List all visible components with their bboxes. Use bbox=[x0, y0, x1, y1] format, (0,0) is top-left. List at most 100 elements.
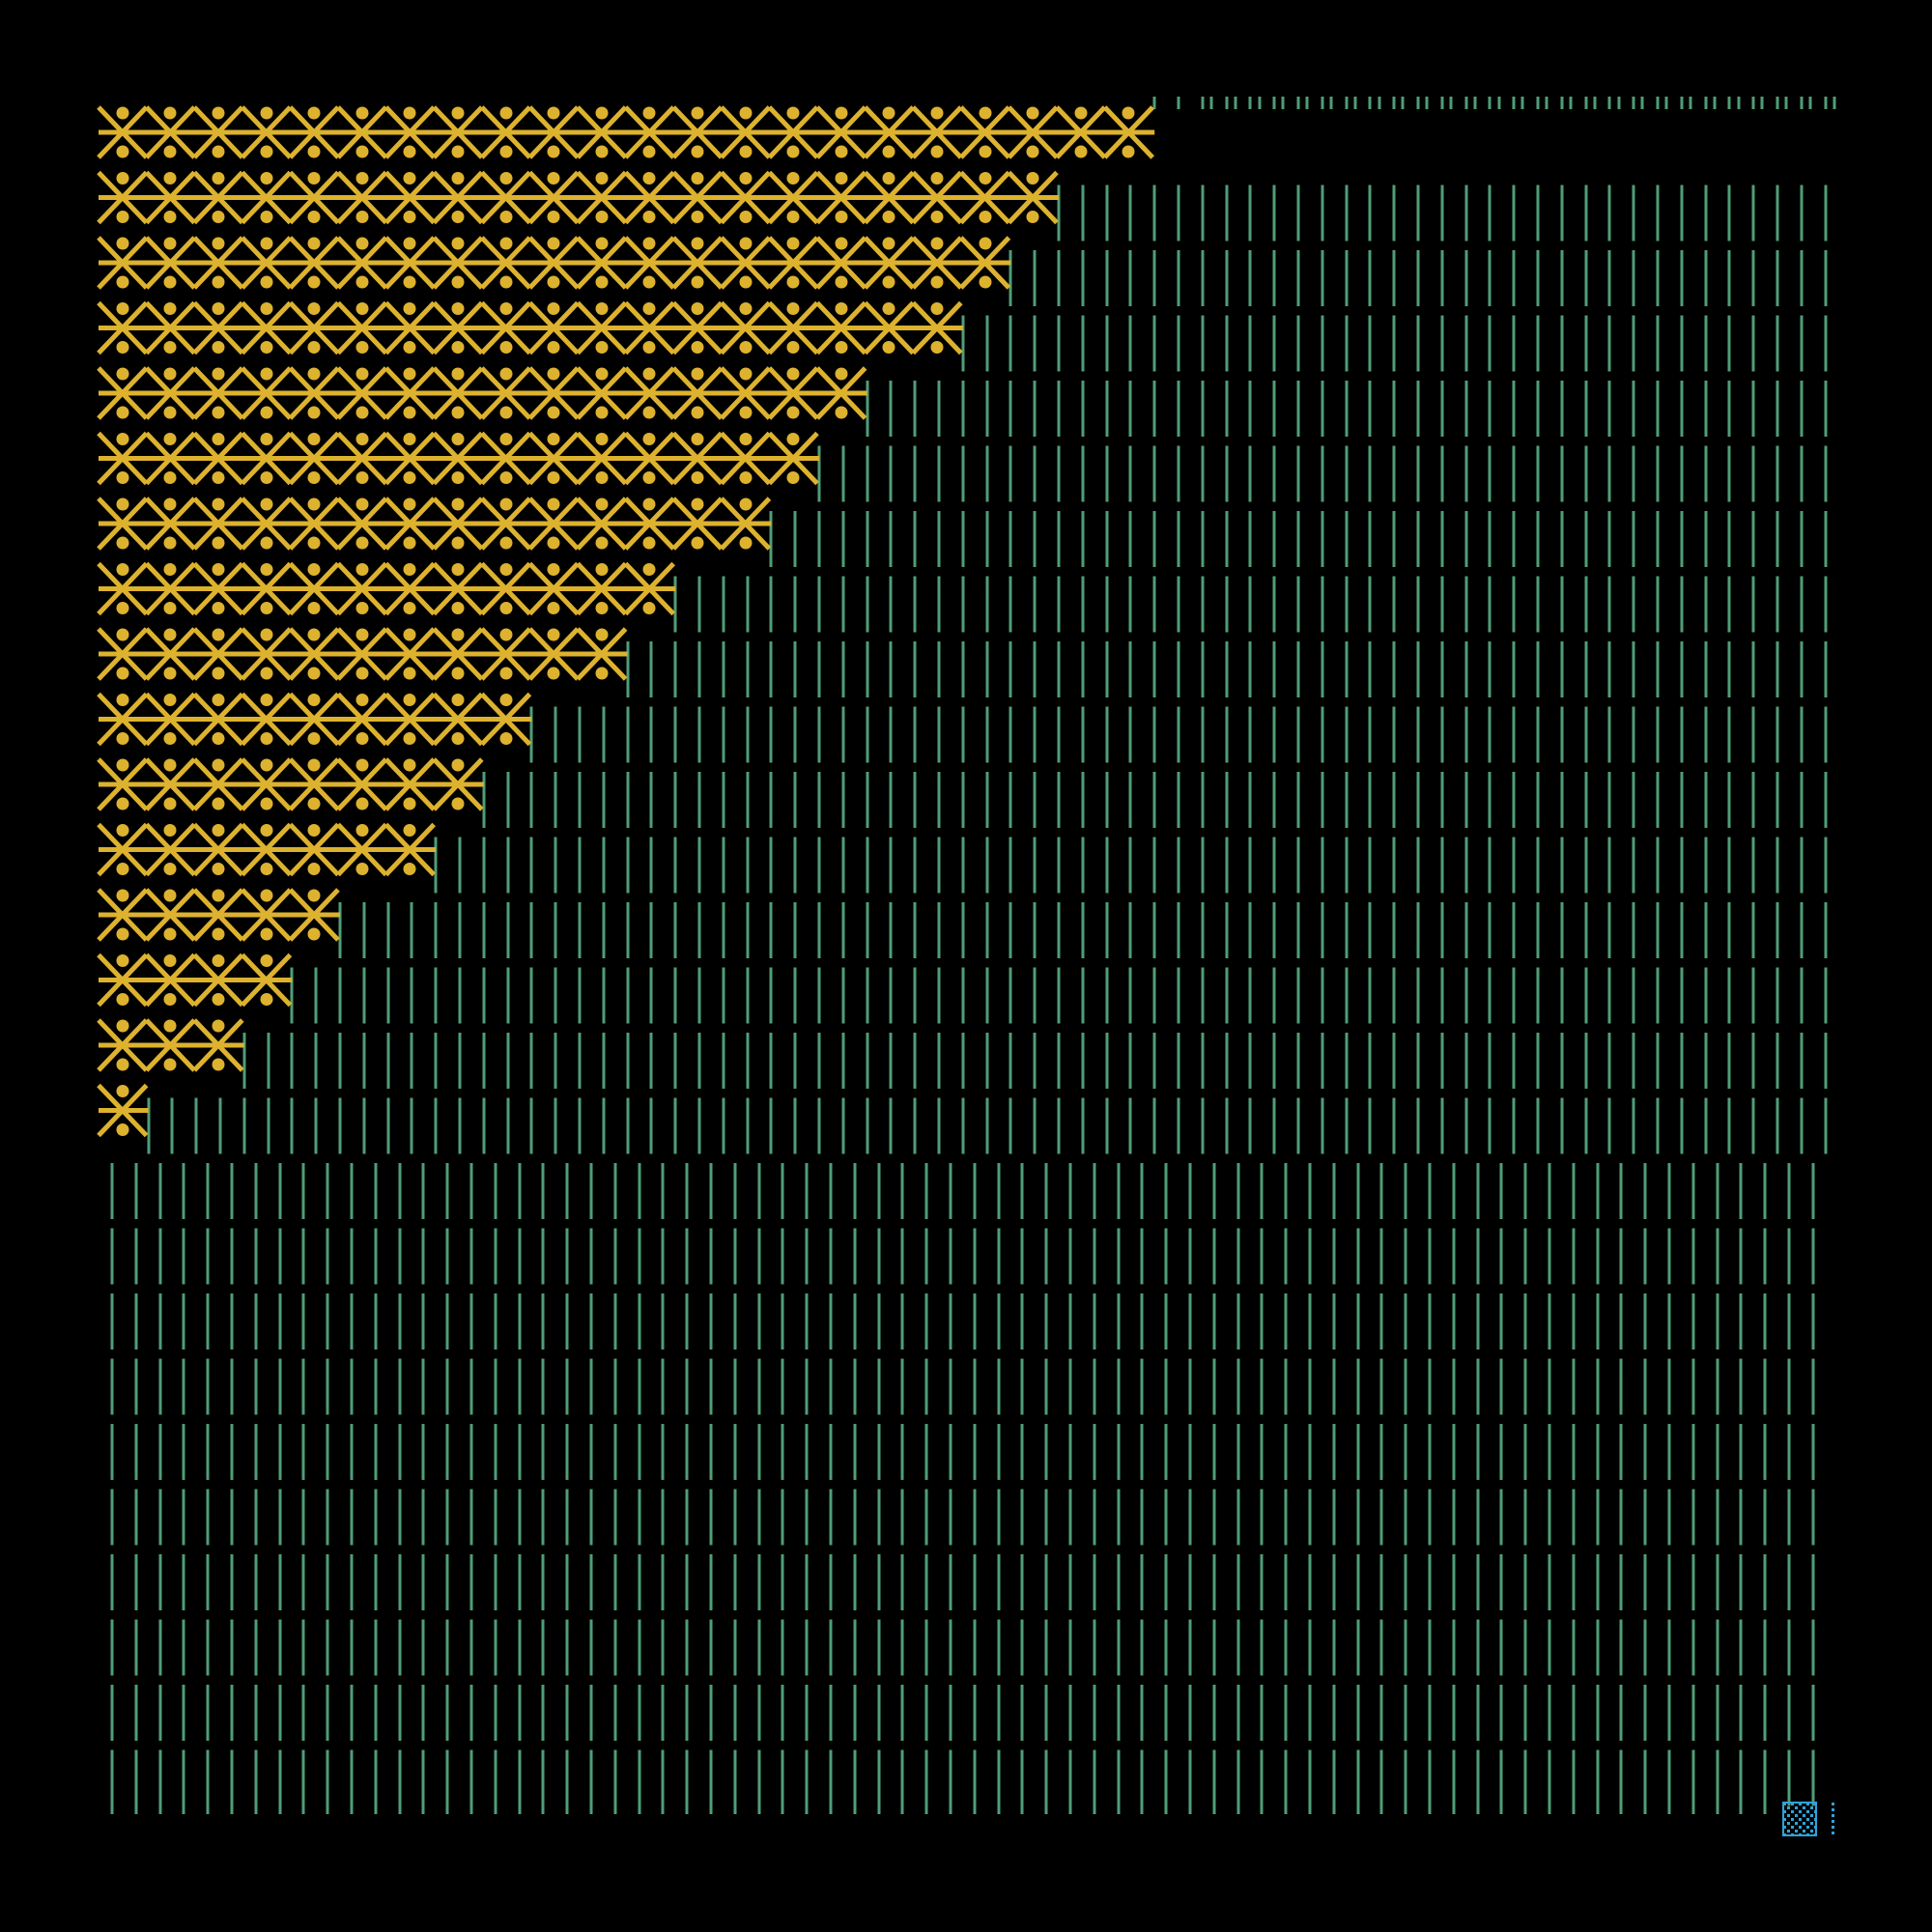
motif-dot bbox=[212, 406, 225, 419]
motif-dot bbox=[163, 302, 177, 315]
motif-dot bbox=[403, 106, 416, 120]
motif-dot bbox=[212, 1058, 225, 1071]
motif-dot bbox=[451, 694, 465, 706]
motif-dot bbox=[403, 275, 416, 289]
motif-dot bbox=[882, 211, 895, 223]
motif-stroke bbox=[384, 627, 437, 681]
motif-dot bbox=[355, 406, 369, 419]
motif-dot bbox=[163, 667, 177, 680]
motif-dot bbox=[355, 628, 369, 641]
motif-dot bbox=[116, 732, 129, 745]
motif-dot bbox=[212, 211, 225, 223]
motif-dot bbox=[355, 602, 369, 614]
motif-dot bbox=[930, 106, 944, 120]
motif-stroke bbox=[576, 236, 628, 290]
motif-dot bbox=[163, 797, 177, 810]
motif-stroke bbox=[144, 561, 197, 616]
motif-dot bbox=[499, 367, 513, 381]
motif-stroke bbox=[527, 300, 580, 355]
block-cell bbox=[1783, 1803, 1786, 1805]
motif-dot bbox=[595, 172, 609, 185]
motif-dot bbox=[882, 145, 895, 158]
motif-dot bbox=[499, 302, 513, 315]
motif-stroke bbox=[671, 105, 724, 159]
motif-dot bbox=[451, 145, 465, 158]
vertical-stroke-field bbox=[110, 97, 1836, 1814]
motif-dot bbox=[499, 106, 513, 120]
motif-dot bbox=[260, 497, 273, 511]
motif-dot bbox=[307, 172, 321, 185]
motif-dot bbox=[739, 275, 753, 289]
motif-dot bbox=[691, 145, 704, 158]
motif-dot bbox=[307, 824, 321, 837]
motif-dot bbox=[786, 471, 800, 484]
motif-dot bbox=[691, 341, 704, 354]
motif-dot bbox=[786, 145, 800, 158]
motif-stroke bbox=[527, 431, 580, 486]
motif-dot bbox=[691, 237, 704, 250]
motif-stroke bbox=[288, 822, 340, 877]
motif-stroke bbox=[815, 300, 867, 355]
motif-dot bbox=[355, 106, 369, 120]
motif-dot bbox=[212, 341, 225, 354]
motif-dot bbox=[499, 602, 513, 614]
motif-dot bbox=[212, 145, 225, 158]
motif-dot bbox=[451, 497, 465, 511]
motif-stroke bbox=[623, 236, 676, 290]
motif-dot bbox=[642, 536, 656, 550]
motif-stroke bbox=[719, 105, 772, 159]
motif-stroke bbox=[432, 366, 484, 420]
motif-row bbox=[97, 757, 484, 811]
motif-stroke bbox=[384, 236, 437, 290]
motif-dot bbox=[451, 406, 465, 419]
motif-row bbox=[97, 561, 676, 616]
block-cell bbox=[1810, 1822, 1813, 1825]
motif-dot bbox=[260, 406, 273, 419]
motif-stroke bbox=[240, 236, 293, 290]
motif-stroke bbox=[815, 105, 867, 159]
motif-dot bbox=[882, 302, 895, 315]
motif-dot bbox=[116, 211, 129, 223]
motif-dot bbox=[163, 732, 177, 745]
motif-dot bbox=[212, 758, 225, 772]
block-cell bbox=[1787, 1830, 1790, 1833]
motif-dot bbox=[403, 367, 416, 381]
motif-stroke bbox=[336, 300, 388, 355]
motif-stroke bbox=[240, 561, 293, 616]
motif-stroke bbox=[97, 757, 149, 811]
motif-dot bbox=[260, 302, 273, 315]
motif-dot bbox=[451, 563, 465, 576]
stroke-row bbox=[482, 772, 1828, 828]
motif-dot bbox=[163, 824, 177, 837]
block-cell bbox=[1803, 1830, 1805, 1833]
motif-stroke bbox=[863, 300, 916, 355]
motif-dot bbox=[786, 341, 800, 354]
motif-dot bbox=[212, 927, 225, 941]
motif-dot bbox=[403, 863, 416, 875]
motif-stroke bbox=[97, 300, 149, 355]
stroke-row bbox=[110, 1685, 1815, 1741]
motif-stroke bbox=[288, 236, 340, 290]
motif-dot bbox=[212, 471, 225, 484]
motif-stroke bbox=[97, 366, 149, 420]
block-fragment bbox=[1832, 1820, 1834, 1823]
motif-dot bbox=[116, 341, 129, 354]
motif-dot bbox=[691, 302, 704, 315]
motif-dot bbox=[739, 406, 753, 419]
motif-dot bbox=[163, 863, 177, 875]
motif-dot bbox=[163, 758, 177, 772]
motif-stroke bbox=[384, 170, 437, 225]
motif-stroke bbox=[527, 170, 580, 225]
motif-stroke bbox=[576, 366, 628, 420]
motif-dot bbox=[116, 758, 129, 772]
block-cell bbox=[1806, 1826, 1809, 1829]
stroke-row bbox=[110, 1619, 1815, 1676]
motif-stroke bbox=[288, 692, 340, 747]
motif-dot bbox=[739, 106, 753, 120]
motif-stroke bbox=[288, 561, 340, 616]
motif-dot bbox=[547, 106, 560, 120]
motif-stroke bbox=[97, 1083, 149, 1138]
motif-dot bbox=[355, 667, 369, 680]
motif-dot bbox=[260, 824, 273, 837]
